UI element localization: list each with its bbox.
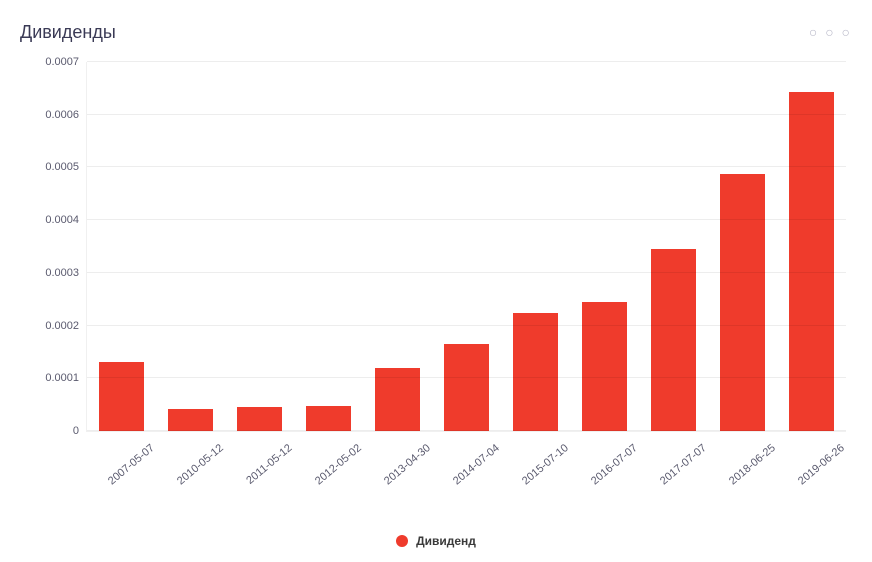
chart-area: 0 0.0001 0.0002 0.0003 0.0004 0.0005 0.0006 0.0… <box>20 62 852 492</box>
bar-slot <box>432 62 501 431</box>
y-tick-label: 0.0002 <box>45 320 79 332</box>
y-tick-label: 0 <box>73 425 79 437</box>
x-label-slot: 2018-06-25 <box>708 436 777 492</box>
legend: Дивиденд <box>0 534 872 552</box>
plot-area: 0 0.0001 0.0002 0.0003 0.0004 0.0005 0.0006 0.0… <box>86 62 846 432</box>
chart-card: Дивиденды ○ ○ ○ 0 0.0001 0.0002 0.0003 0.000… <box>0 0 872 562</box>
x-label-slot: 2007-05-07 <box>86 436 155 492</box>
legend-label: Дивиденд <box>416 534 476 548</box>
bar-slot <box>708 62 777 431</box>
x-tick-label: 2007-05-07 <box>106 442 157 487</box>
bar[interactable] <box>651 249 695 431</box>
bar[interactable] <box>582 302 626 431</box>
x-label-slot: 2011-05-12 <box>224 436 293 492</box>
bar[interactable] <box>720 174 764 431</box>
gridline: 0 <box>87 430 846 431</box>
bar-slot <box>225 62 294 431</box>
x-tick-label: 2011-05-12 <box>244 442 294 487</box>
x-tick-label: 2019-06-26 <box>797 442 848 487</box>
x-label-slot: 2013-04-30 <box>362 436 431 492</box>
bar-slot <box>570 62 639 431</box>
legend-swatch-icon <box>396 535 408 547</box>
gridline: 0.0007 <box>87 61 846 62</box>
x-label-slot: 2012-05-02 <box>293 436 362 492</box>
y-tick-label: 0.0001 <box>45 372 79 384</box>
y-tick-label: 0.0007 <box>45 56 79 68</box>
bar[interactable] <box>513 313 557 431</box>
y-tick-label: 0.0005 <box>45 161 79 173</box>
x-label-slot: 2019-06-26 <box>777 436 846 492</box>
gridline: 0.0001 <box>87 377 846 378</box>
x-label-slot: 2017-07-07 <box>639 436 708 492</box>
bar[interactable] <box>237 407 281 431</box>
bar[interactable] <box>306 406 350 431</box>
bar[interactable] <box>168 409 212 431</box>
x-tick-label: 2017-07-07 <box>658 442 709 487</box>
x-label-slot: 2015-07-10 <box>501 436 570 492</box>
card-header: Дивиденды ○ ○ ○ <box>20 18 852 46</box>
x-label-slot: 2014-07-04 <box>431 436 500 492</box>
bars-container <box>87 62 846 431</box>
x-label-slot: 2016-07-07 <box>570 436 639 492</box>
x-tick-label: 2012-05-02 <box>313 442 364 487</box>
x-tick-label: 2010-05-12 <box>175 442 226 487</box>
gridline: 0.0003 <box>87 272 846 273</box>
gridline: 0.0002 <box>87 325 846 326</box>
gridline: 0.0004 <box>87 219 846 220</box>
bar-slot <box>363 62 432 431</box>
x-tick-label: 2018-06-25 <box>727 442 778 487</box>
chart-title: Дивиденды <box>20 22 116 43</box>
bar[interactable] <box>99 362 143 431</box>
gridline: 0.0006 <box>87 114 846 115</box>
y-tick-label: 0.0006 <box>45 109 79 121</box>
more-options-icon[interactable]: ○ ○ ○ <box>809 24 852 40</box>
x-tick-label: 2013-04-30 <box>382 442 433 487</box>
bar-slot <box>294 62 363 431</box>
bar-slot <box>156 62 225 431</box>
bar[interactable] <box>789 92 833 431</box>
x-tick-label: 2015-07-10 <box>520 442 571 487</box>
y-tick-label: 0.0004 <box>45 214 79 226</box>
bar[interactable] <box>444 344 488 432</box>
bar-slot <box>87 62 156 431</box>
bar-slot <box>639 62 708 431</box>
x-axis-labels: 2007-05-07 2010-05-12 2011-05-12 2012-05-02… <box>86 436 846 492</box>
bar-slot <box>777 62 846 431</box>
gridline: 0.0005 <box>87 166 846 167</box>
legend-item-dividend[interactable]: Дивиденд <box>396 534 476 548</box>
bar-slot <box>501 62 570 431</box>
y-tick-label: 0.0003 <box>45 267 79 279</box>
x-tick-label: 2014-07-04 <box>451 442 502 487</box>
x-tick-label: 2016-07-07 <box>589 442 640 487</box>
x-label-slot: 2010-05-12 <box>155 436 224 492</box>
